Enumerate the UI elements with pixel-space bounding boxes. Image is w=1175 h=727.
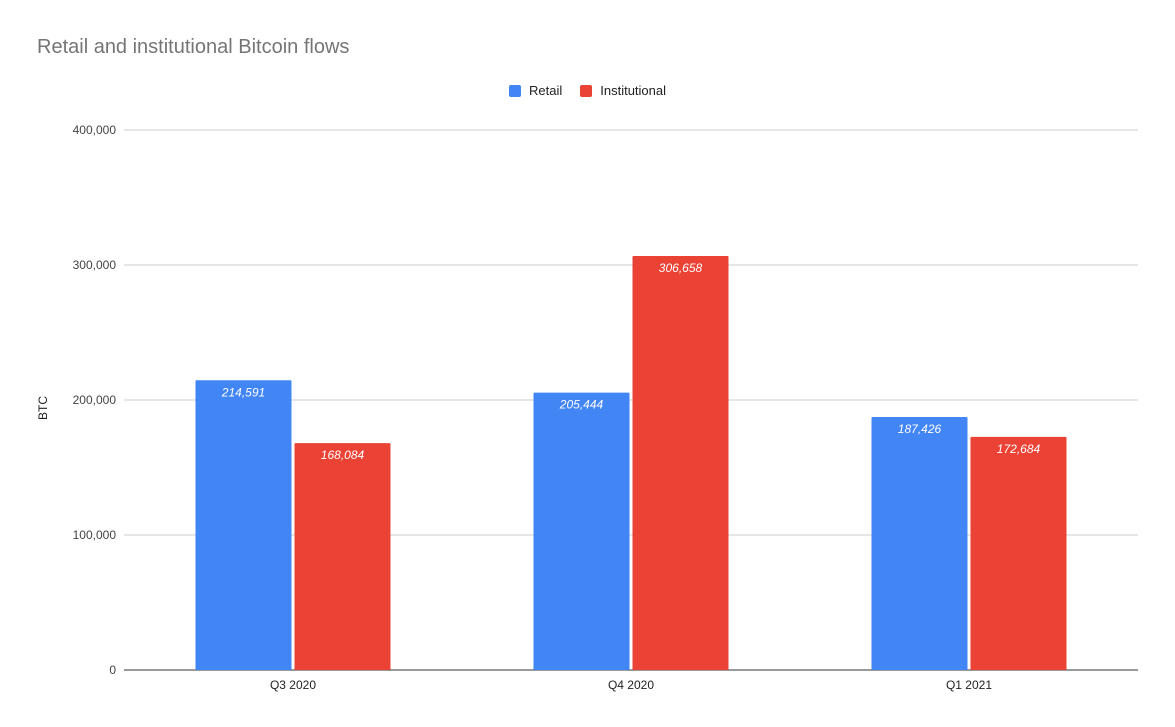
bar-retail-q3-2020[interactable] xyxy=(195,380,292,670)
data-label: 306,658 xyxy=(659,261,703,275)
data-label: 214,591 xyxy=(221,385,265,399)
legend: Retail Institutional xyxy=(0,83,1175,98)
bar-retail-q4-2020[interactable] xyxy=(533,392,630,670)
x-tick-label: Q3 2020 xyxy=(270,678,316,692)
bar-institutional-q1-2021[interactable] xyxy=(970,436,1067,670)
data-label: 172,684 xyxy=(997,442,1041,456)
y-axis-label: BTC xyxy=(36,396,50,420)
y-tick-label: 300,000 xyxy=(73,258,117,272)
gridlines xyxy=(124,129,1138,671)
y-tick-label: 100,000 xyxy=(73,528,117,542)
data-labels: 214,591 168,084 205,444 306,658 187,426 172,6… xyxy=(221,261,1041,462)
legend-swatch-retail xyxy=(508,84,521,97)
x-tick-label: Q1 2021 xyxy=(946,678,992,692)
y-tick-label: 400,000 xyxy=(73,123,117,137)
legend-swatch-institutional xyxy=(580,84,593,97)
legend-label-retail: Retail xyxy=(528,83,563,98)
chart-title: Retail and institutional Bitcoin flows xyxy=(37,36,350,58)
bar-institutional-q3-2020[interactable] xyxy=(294,443,391,670)
y-axis-ticks: 0 100,000 200,000 300,000 400,000 xyxy=(73,123,117,677)
data-label: 187,426 xyxy=(898,422,942,436)
y-tick-label: 0 xyxy=(109,663,116,677)
data-label: 168,084 xyxy=(321,448,365,462)
legend-item-retail[interactable]: Retail xyxy=(508,83,563,98)
x-axis-ticks: Q3 2020 Q4 2020 Q1 2021 xyxy=(270,678,992,692)
legend-item-institutional[interactable]: Institutional xyxy=(580,83,666,98)
bar-retail-q1-2021[interactable] xyxy=(871,416,968,670)
x-tick-label: Q4 2020 xyxy=(608,678,654,692)
bars xyxy=(195,256,1067,670)
y-tick-label: 200,000 xyxy=(73,393,117,407)
data-label: 205,444 xyxy=(559,398,604,412)
bar-institutional-q4-2020[interactable] xyxy=(632,256,729,670)
legend-label-institutional: Institutional xyxy=(600,83,666,98)
